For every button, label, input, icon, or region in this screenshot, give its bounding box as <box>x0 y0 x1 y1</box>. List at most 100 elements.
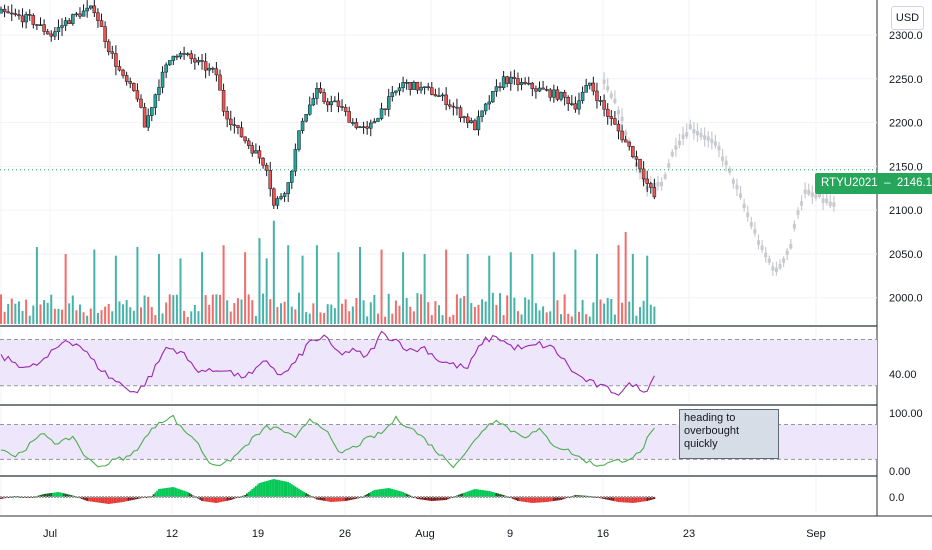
candle-up <box>24 14 28 23</box>
candle-up <box>150 107 154 116</box>
volume-bar <box>147 296 150 324</box>
currency-button[interactable]: USD <box>891 6 924 30</box>
price-tick-label: 2150.0 <box>889 161 923 173</box>
histogram-bar <box>644 497 647 502</box>
histogram-bar <box>292 485 295 497</box>
histogram-bar <box>188 493 191 497</box>
candle-down <box>458 107 463 119</box>
histogram-bar <box>341 497 343 502</box>
histogram-bar <box>513 497 516 500</box>
volume-bar <box>545 312 548 324</box>
histogram-bar <box>630 497 632 503</box>
volume-bar <box>17 301 20 324</box>
candle-down <box>20 15 25 23</box>
histogram-bar <box>578 495 580 497</box>
histogram-bar <box>62 493 65 497</box>
volume-bar <box>233 303 236 324</box>
histogram-bar <box>222 497 225 502</box>
candle-down <box>135 90 140 100</box>
candle-down <box>92 5 97 14</box>
candle-down <box>264 164 269 171</box>
candle-down <box>189 53 194 59</box>
forecast-candle-body <box>832 202 836 207</box>
candle-down <box>605 108 610 117</box>
volume-bar <box>448 316 451 324</box>
histogram-bar <box>445 497 448 500</box>
volume-bar <box>50 294 53 324</box>
candle-up <box>577 100 581 110</box>
volume-bar <box>35 246 38 324</box>
candle-down <box>627 141 631 147</box>
candle-down <box>322 92 326 102</box>
forecast-candle-body <box>800 201 804 206</box>
histogram-bar <box>443 497 446 501</box>
histogram-bar <box>177 488 180 497</box>
candle-up <box>390 92 395 97</box>
histogram-bar <box>547 497 550 502</box>
volume-bar <box>315 245 318 324</box>
volume-bar <box>477 304 480 324</box>
candle-down <box>365 126 369 129</box>
histogram-bar <box>57 492 60 497</box>
histogram-bar <box>587 495 589 497</box>
candle-up <box>293 149 298 172</box>
histogram-bar <box>305 493 308 497</box>
volume-bar <box>287 245 290 324</box>
candle-down <box>45 31 50 35</box>
histogram-bar <box>402 492 404 497</box>
candle-down <box>336 100 341 107</box>
volume-bar <box>201 252 204 324</box>
rsi-tick-label: 40.00 <box>889 369 917 381</box>
candle-up <box>519 82 524 85</box>
histogram-bar <box>256 484 259 497</box>
volume-bar <box>297 292 300 324</box>
candle-down <box>13 13 18 15</box>
histogram-bar <box>220 497 223 502</box>
candle-down <box>203 61 208 71</box>
histogram-bar <box>491 492 494 497</box>
volume-bar <box>64 253 67 324</box>
volume-bar <box>452 314 455 324</box>
forecast-candle-body <box>810 192 814 197</box>
histogram-bar <box>364 495 367 497</box>
histogram-bar <box>276 479 279 497</box>
volume-bar <box>186 316 189 324</box>
volume-bar <box>240 299 243 324</box>
histogram-bar <box>41 494 44 497</box>
histogram-bar <box>477 489 480 497</box>
candle-up <box>412 82 416 90</box>
annotation-box[interactable]: heading to overbought quickly <box>679 409 779 459</box>
candle-down <box>530 82 535 89</box>
volume-bar <box>398 305 401 324</box>
histogram-bar <box>93 497 96 502</box>
candle-down <box>609 116 614 119</box>
histogram-bar <box>50 493 53 497</box>
forecast-candle-body <box>756 240 760 245</box>
histogram-bar <box>104 497 107 504</box>
histogram-bar <box>68 494 71 497</box>
candle-up <box>559 92 563 100</box>
histogram-bar <box>605 497 607 500</box>
volume-bar <box>43 300 46 324</box>
forecast-candle-body <box>746 212 750 217</box>
volume-bar <box>140 307 143 324</box>
histogram-bar <box>165 488 168 497</box>
volume-bar <box>125 300 128 324</box>
histogram-bar <box>500 494 503 497</box>
volume-bar <box>258 238 261 324</box>
forecast-candle-body <box>703 135 707 140</box>
histogram-bar <box>211 497 214 503</box>
candle-up <box>509 76 513 84</box>
histogram-bar <box>120 497 123 503</box>
histogram-bar <box>531 497 534 503</box>
histogram-bar <box>235 497 238 499</box>
candle-down <box>193 58 197 63</box>
histogram-bar <box>88 497 90 502</box>
volume-bar <box>563 294 566 324</box>
candle-down <box>261 157 265 166</box>
histogram-bar <box>606 497 609 500</box>
histogram-bar <box>265 481 268 497</box>
volume-bar <box>348 311 351 324</box>
histogram-bar <box>439 497 442 501</box>
